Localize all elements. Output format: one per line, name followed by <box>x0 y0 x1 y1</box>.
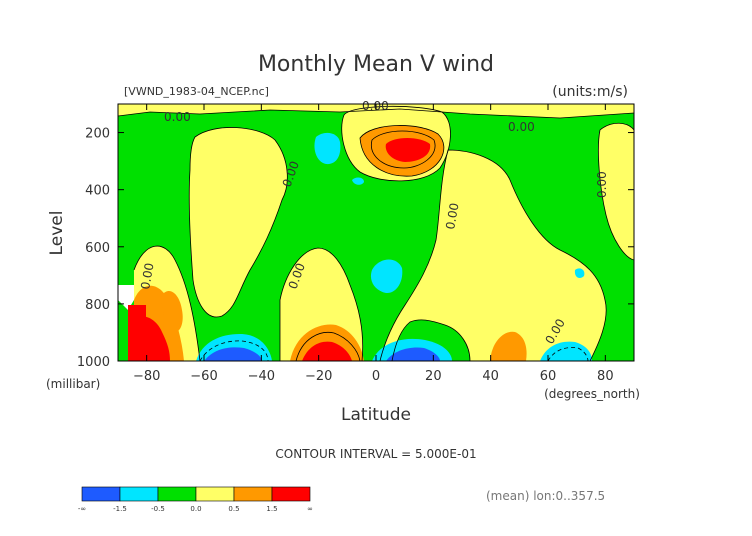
field-blue-equator-surface <box>386 347 440 361</box>
x-axis-label: Latitude <box>341 405 411 425</box>
colorbar-swatch <box>233 486 273 502</box>
y-axis-units: (millibar) <box>46 377 100 391</box>
y-axis: 200 400 600 800 1000 <box>77 127 634 370</box>
colorbar-tick-label: -1.5 <box>113 505 127 513</box>
colorbar-swatch <box>195 486 235 502</box>
colorbar: -∞ -1.5 -0.5 0.0 0.5 1.5 ∞ <box>78 486 313 513</box>
field-cyan-east-small <box>574 268 585 278</box>
colorbar-swatch <box>81 486 121 502</box>
field-cyan-north-surface <box>540 341 592 361</box>
units-label: (units:m/s) <box>552 84 628 100</box>
x-axis: −80 −60 −40 −20 0 20 40 60 80 <box>133 104 614 384</box>
field-cyan-midlevel-equator <box>370 259 403 294</box>
contour-label: 0.00 <box>443 202 461 231</box>
colorbar-swatch <box>119 486 159 502</box>
x-tick-label: −80 <box>133 369 160 384</box>
x-tick-label: 0 <box>372 369 380 384</box>
colorbar-tick-label: -∞ <box>78 505 86 513</box>
field-red-upper-center <box>385 138 431 162</box>
field-yellow-west-lobe <box>189 127 288 318</box>
file-label: [VWND_1983-04_NCEP.nc] <box>124 85 269 98</box>
x-tick-label: 20 <box>425 369 442 384</box>
y-tick-label: 1000 <box>77 355 110 370</box>
colorbar-tick-label: 1.5 <box>266 505 277 513</box>
footnote: (mean) lon:0..357.5 <box>486 489 605 503</box>
y-tick-label: 200 <box>85 127 110 142</box>
contour-label: 0.00 <box>508 120 535 134</box>
field-orange-southwest-tongue <box>161 290 183 332</box>
field-orange-north-surface <box>490 331 527 361</box>
y-tick-label: 600 <box>85 241 110 256</box>
colorbar-tick-label: -0.5 <box>151 505 165 513</box>
field-yellow-top-strip <box>118 104 634 118</box>
zero-contours <box>118 105 634 361</box>
field-blue-south-surface <box>204 347 262 361</box>
contour-label: 0.00 <box>138 262 156 291</box>
field-red-west-edge <box>128 305 146 361</box>
field-red-south-surface <box>302 341 352 361</box>
field-green-east-surface <box>616 297 634 361</box>
colorbar-tick-label: 0.0 <box>190 505 201 513</box>
field-yellow-far-east-column <box>598 123 634 260</box>
x-tick-label: 80 <box>597 369 614 384</box>
field-yellow-east-region <box>380 150 607 361</box>
colorbar-swatch <box>157 486 197 502</box>
chart-title: Monthly Mean V wind <box>258 52 494 77</box>
x-axis-units: (degrees_north) <box>544 387 640 401</box>
x-tick-label: −20 <box>305 369 332 384</box>
x-tick-label: 40 <box>482 369 499 384</box>
y-axis-label: Level <box>47 211 67 256</box>
contour-label: 0.00 <box>595 171 609 198</box>
contour-interval-label: CONTOUR INTERVAL = 5.000E-01 <box>275 447 476 461</box>
colorbar-swatch <box>271 486 311 502</box>
x-tick-label: −40 <box>248 369 275 384</box>
colorbar-tick-label: 0.5 <box>228 505 239 513</box>
colorbar-tick-label: ∞ <box>307 505 313 513</box>
x-tick-label: −60 <box>190 369 217 384</box>
field-cyan-small-patch <box>352 177 364 185</box>
y-tick-label: 400 <box>85 184 110 199</box>
plot-fields <box>118 104 634 361</box>
y-tick-label: 800 <box>85 298 110 313</box>
contour-label: 0.00 <box>362 99 389 113</box>
field-cyan-upper-south <box>314 132 341 165</box>
contour-label: 0.00 <box>164 110 191 124</box>
x-tick-label: 60 <box>540 369 557 384</box>
contour-labels: 0.00 0.00 0.00 0.00 0.00 0.00 0.00 0.00 … <box>138 99 609 347</box>
